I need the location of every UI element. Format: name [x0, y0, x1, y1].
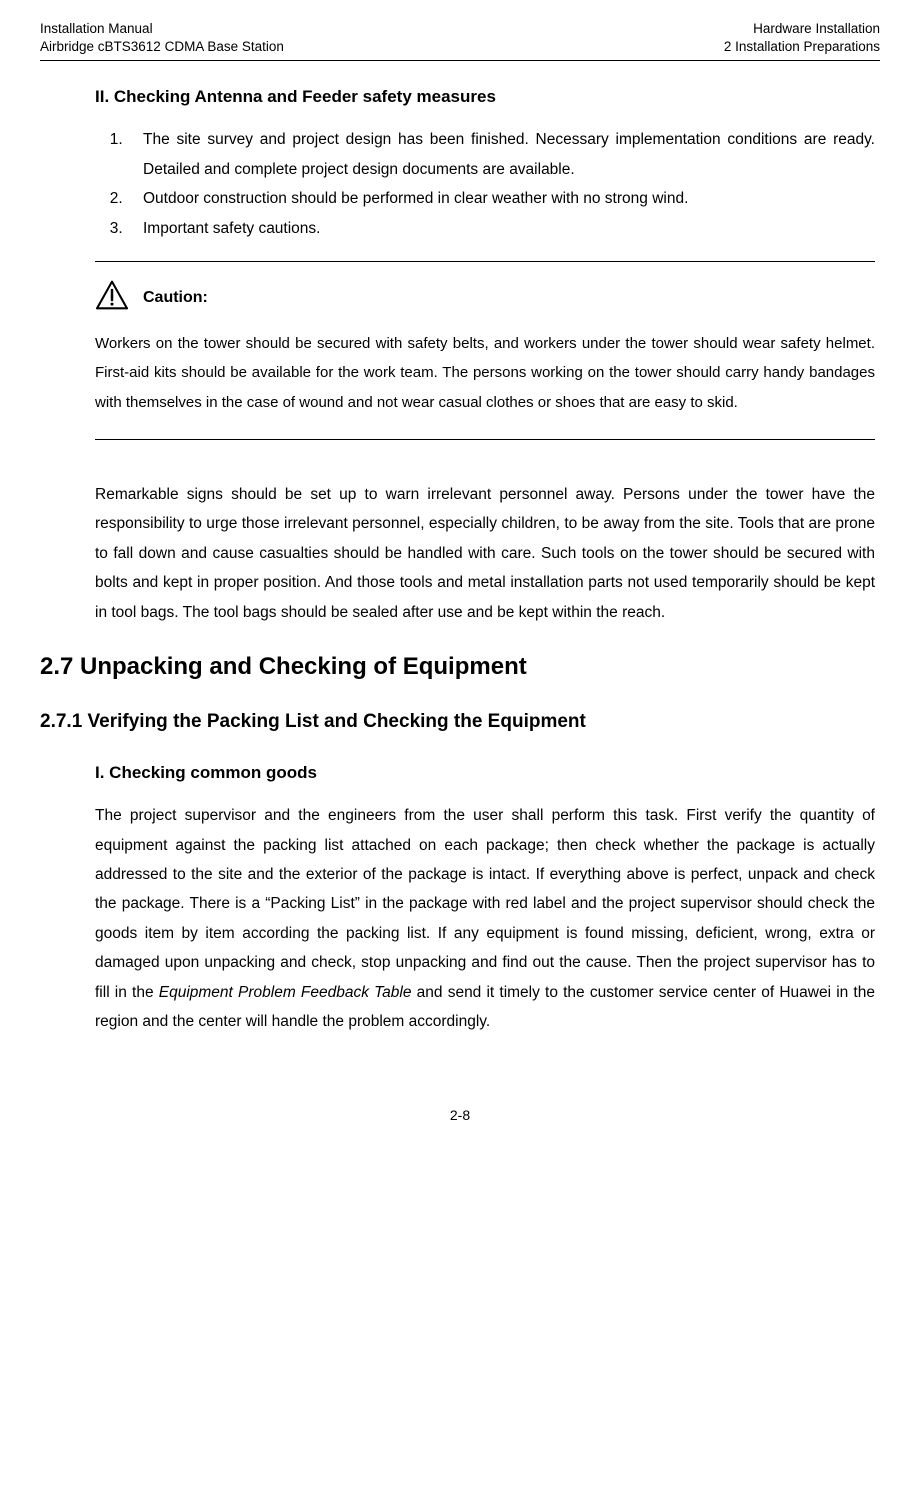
caution-text: Workers on the tower should be secured w…	[95, 329, 875, 417]
checking-para-pre: The project supervisor and the engineers…	[95, 807, 875, 1001]
content-area: II. Checking Antenna and Feeder safety m…	[40, 87, 880, 1036]
header-right-bottom: 2 Installation Preparations	[724, 38, 880, 56]
caution-header: Caution:	[95, 280, 875, 315]
page-number: 2-8	[40, 1107, 880, 1123]
section-i-heading: I. Checking common goods	[95, 763, 875, 783]
heading-2-7-1: 2.7.1 Verifying the Packing List and Che…	[40, 711, 875, 733]
section-ii-heading: II. Checking Antenna and Feeder safety m…	[95, 87, 875, 107]
page-header: Installation Manual Airbridge cBTS3612 C…	[40, 20, 880, 56]
list-item: The site survey and project design has b…	[127, 125, 875, 184]
caution-box: Caution: Workers on the tower should be …	[95, 261, 875, 440]
checking-paragraph: The project supervisor and the engineers…	[95, 801, 875, 1037]
header-left-bottom: Airbridge cBTS3612 CDMA Base Station	[40, 38, 284, 56]
header-left: Installation Manual Airbridge cBTS3612 C…	[40, 20, 284, 56]
warning-triangle-icon	[95, 280, 129, 315]
checking-para-italic: Equipment Problem Feedback Table	[159, 984, 412, 1001]
header-left-top: Installation Manual	[40, 20, 284, 38]
list-item: Important safety cautions.	[127, 214, 875, 243]
header-right: Hardware Installation 2 Installation Pre…	[724, 20, 880, 56]
numbered-list: The site survey and project design has b…	[95, 125, 875, 243]
header-right-top: Hardware Installation	[724, 20, 880, 38]
list-item: Outdoor construction should be performed…	[127, 184, 875, 213]
header-rule	[40, 60, 880, 61]
caution-label: Caution:	[143, 289, 208, 307]
heading-2-7: 2.7 Unpacking and Checking of Equipment	[40, 653, 875, 681]
document-page: Installation Manual Airbridge cBTS3612 C…	[0, 0, 920, 1163]
body-paragraph: Remarkable signs should be set up to war…	[95, 480, 875, 627]
